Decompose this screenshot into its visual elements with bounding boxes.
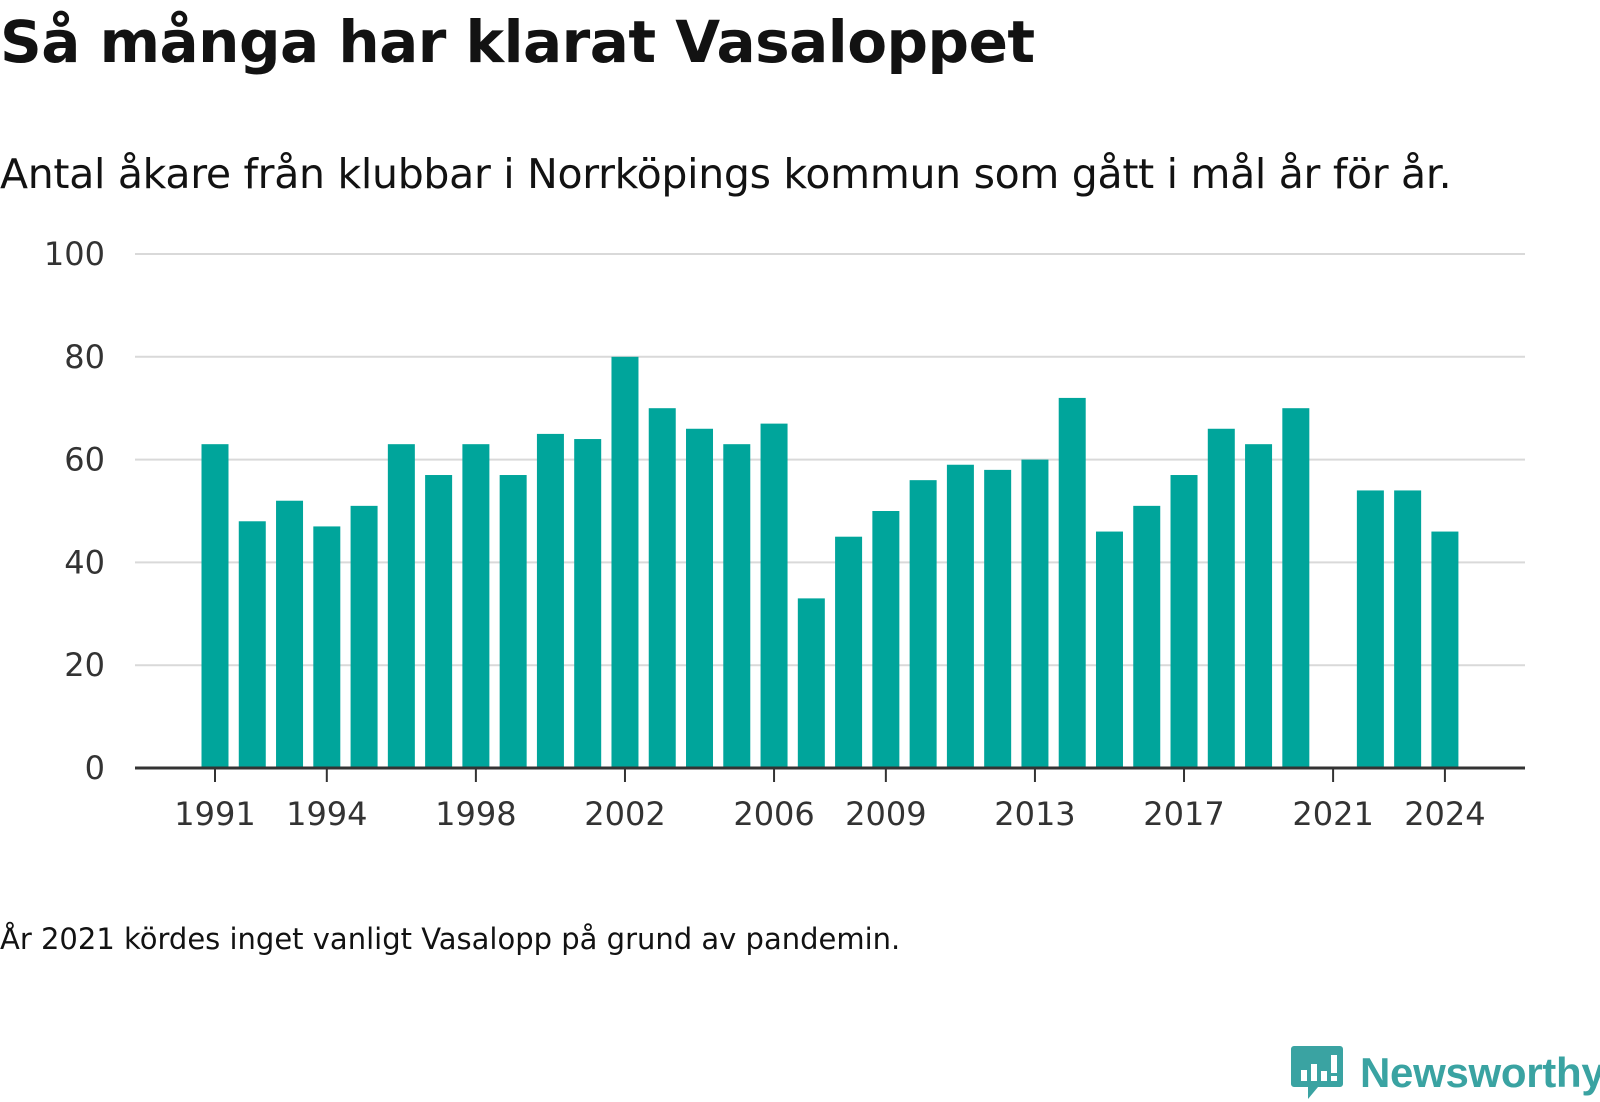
- bar-1996: [387, 444, 415, 768]
- bar-2010: [909, 480, 937, 768]
- bar-2014: [1058, 397, 1086, 768]
- footnote: År 2021 kördes inget vanligt Vasalopp på…: [0, 922, 901, 956]
- bar-2000: [536, 433, 564, 768]
- bar-1995: [350, 505, 378, 768]
- y-tick-label: 20: [64, 646, 105, 684]
- bar-2017: [1170, 475, 1198, 768]
- bar-2001: [574, 439, 602, 768]
- x-axis: [135, 766, 1525, 782]
- bar-2009: [872, 511, 900, 768]
- bar-1998: [462, 444, 490, 768]
- x-tick-label: 1994: [286, 795, 367, 833]
- bar-2013: [1021, 459, 1049, 768]
- bar-2012: [984, 469, 1012, 768]
- bar-2011: [946, 464, 974, 768]
- x-tick-label: 2013: [994, 795, 1075, 833]
- bar-2005: [723, 444, 751, 768]
- bar-2022: [1356, 490, 1384, 768]
- bar-2002: [611, 356, 639, 768]
- bar-chart: 0 20 40 60 80 100 1991 1994 1998 2002 2006 2009 201…: [44, 235, 1525, 833]
- bar-2006: [760, 423, 788, 768]
- bar-1991: [201, 444, 229, 768]
- bar-2016: [1133, 505, 1161, 768]
- bar-2020: [1282, 408, 1310, 768]
- y-tick-label: 80: [64, 338, 105, 376]
- x-tick-label: 2006: [733, 795, 814, 833]
- x-tick-label: 1998: [435, 795, 516, 833]
- bar-2019: [1245, 444, 1273, 768]
- bar-1999: [499, 475, 527, 768]
- y-axis-tick-labels: 0 20 40 60 80 100: [44, 235, 105, 787]
- bar-2007: [797, 598, 825, 768]
- x-tick-label: 1991: [174, 795, 255, 833]
- bar-1993: [276, 500, 304, 768]
- bar-2023: [1394, 490, 1422, 768]
- bar-2003: [648, 408, 676, 768]
- bar-1992: [238, 521, 266, 768]
- bar-2004: [686, 428, 714, 768]
- y-tick-label: 100: [44, 235, 105, 273]
- x-tick-label: 2017: [1143, 795, 1224, 833]
- y-tick-label: 40: [64, 543, 105, 581]
- y-tick-label: 0: [85, 749, 105, 787]
- bar-1994: [313, 526, 341, 768]
- newsworthy-logo-text: Newsworthy: [1360, 1049, 1600, 1096]
- x-axis-tick-labels: 1991 1994 1998 2002 2006 2009 2013 2017 2021 2024: [174, 795, 1485, 833]
- bar-2018: [1207, 428, 1235, 768]
- bars: [201, 356, 1459, 768]
- x-tick-label: 2024: [1404, 795, 1485, 833]
- bar-2008: [835, 536, 863, 768]
- y-tick-label: 60: [64, 441, 105, 479]
- grid-lines: [135, 253, 1525, 667]
- bar-1997: [425, 475, 453, 768]
- chart-subtitle: Antal åkare från klubbar i Norrköpings k…: [0, 150, 1452, 198]
- bar-2024: [1431, 531, 1459, 768]
- x-tick-label: 2009: [845, 795, 926, 833]
- chart-title: Så många har klarat Vasaloppet: [0, 8, 1035, 76]
- bar-2015: [1095, 531, 1123, 768]
- x-tick-label: 2002: [584, 795, 665, 833]
- newsworthy-logo: Newsworthy: [1290, 1044, 1600, 1102]
- x-tick-label: 2021: [1292, 795, 1373, 833]
- newsworthy-logo-icon: [1291, 1046, 1343, 1099]
